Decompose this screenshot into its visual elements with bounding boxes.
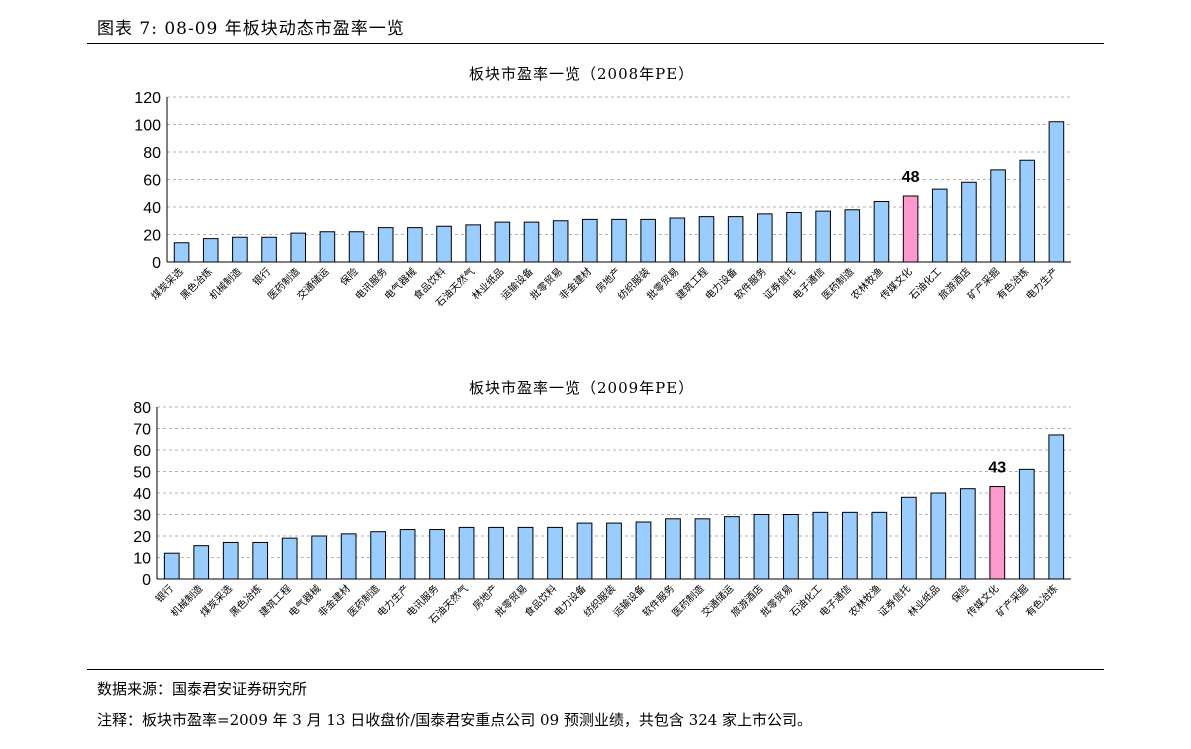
bar bbox=[311, 535, 328, 580]
chart-2-title: 板块市盈率一览（2009年PE） bbox=[469, 379, 695, 397]
x-tick-label: 银行 bbox=[153, 582, 176, 605]
bar bbox=[931, 188, 948, 263]
x-tick-label: 林业纸品 bbox=[905, 582, 942, 619]
bar bbox=[842, 511, 858, 580]
bar bbox=[173, 242, 190, 263]
y-tick-label: 60 bbox=[143, 173, 161, 190]
bar bbox=[1019, 159, 1036, 263]
bar bbox=[900, 496, 917, 580]
y-tick-label: 40 bbox=[143, 200, 161, 217]
bar-highlight bbox=[902, 195, 919, 263]
bar bbox=[494, 221, 511, 263]
y-tick-label: 100 bbox=[134, 118, 161, 135]
bar bbox=[635, 521, 652, 580]
bar bbox=[458, 526, 475, 580]
y-tick-label: 40 bbox=[133, 486, 151, 503]
bar bbox=[517, 526, 534, 580]
bar bbox=[871, 511, 888, 580]
top-rule bbox=[87, 43, 1104, 44]
y-tick-label: 0 bbox=[142, 572, 151, 589]
y-tick-label: 20 bbox=[143, 228, 161, 245]
bar bbox=[783, 514, 799, 580]
bar bbox=[724, 516, 740, 580]
y-tick-label: 10 bbox=[133, 551, 151, 568]
bottom-rule bbox=[87, 669, 1104, 670]
bar bbox=[1048, 121, 1065, 263]
bar bbox=[348, 231, 365, 263]
bar-highlight bbox=[989, 486, 1006, 580]
y-tick-label: 0 bbox=[152, 255, 161, 272]
y-tick-label: 20 bbox=[133, 529, 151, 546]
bar bbox=[252, 541, 269, 580]
bar bbox=[377, 227, 394, 263]
y-tick-label: 80 bbox=[143, 145, 161, 162]
y-tick-label: 60 bbox=[133, 443, 151, 460]
bar bbox=[232, 236, 248, 263]
bar bbox=[606, 522, 622, 580]
bar bbox=[261, 236, 277, 263]
bar bbox=[465, 224, 481, 263]
y-tick-label: 80 bbox=[133, 400, 151, 417]
y-tick-label: 50 bbox=[133, 465, 151, 482]
bar bbox=[727, 216, 744, 263]
bar bbox=[873, 201, 890, 263]
bar bbox=[930, 492, 947, 580]
y-tick-label: 120 bbox=[134, 90, 161, 107]
bar bbox=[281, 537, 298, 580]
bar bbox=[222, 541, 239, 580]
bar bbox=[488, 526, 504, 580]
bar bbox=[698, 216, 715, 263]
bar bbox=[786, 212, 802, 263]
source-text: 数据来源：国泰君安证券研究所 bbox=[97, 680, 308, 698]
bar bbox=[202, 238, 219, 263]
bar bbox=[961, 181, 977, 263]
bar bbox=[163, 552, 180, 580]
bar bbox=[523, 221, 540, 263]
bar bbox=[319, 231, 336, 263]
bar bbox=[844, 209, 861, 263]
x-tick-label: 保险 bbox=[949, 582, 972, 605]
bar bbox=[436, 225, 452, 263]
bar bbox=[340, 533, 357, 580]
bar bbox=[370, 531, 386, 580]
chart-1-title: 板块市盈率一览（2008年PE） bbox=[469, 65, 695, 83]
x-tick-label: 房地产 bbox=[470, 582, 500, 612]
bar bbox=[611, 218, 627, 263]
bar bbox=[399, 529, 416, 580]
bar bbox=[552, 220, 569, 263]
bar bbox=[407, 227, 423, 263]
bar bbox=[193, 545, 210, 580]
data-label: 48 bbox=[902, 169, 920, 186]
bar bbox=[1018, 468, 1035, 580]
bar bbox=[753, 514, 770, 580]
bar bbox=[665, 518, 681, 580]
bar bbox=[694, 518, 711, 580]
bar bbox=[640, 218, 656, 263]
bar bbox=[812, 511, 829, 580]
figure-title: 图表 7: 08-09 年板块动态市盈率一览 bbox=[97, 19, 405, 39]
bar bbox=[582, 218, 598, 263]
bar bbox=[576, 522, 593, 580]
bar bbox=[290, 232, 307, 263]
y-tick-label: 30 bbox=[133, 508, 151, 525]
bar bbox=[815, 210, 831, 263]
x-tick-label: 有色冶炼 bbox=[1023, 582, 1060, 619]
bar bbox=[547, 526, 563, 580]
note-text: 注释：板块市盈率=2009 年 3 月 13 日收盘价/国泰君安重点公司 09 … bbox=[97, 711, 813, 729]
bar bbox=[990, 169, 1006, 263]
y-tick-label: 70 bbox=[133, 422, 151, 439]
bar bbox=[757, 213, 773, 263]
bar bbox=[669, 217, 686, 263]
bar bbox=[429, 529, 445, 580]
bar bbox=[1048, 434, 1065, 580]
data-label: 43 bbox=[988, 460, 1006, 477]
bar bbox=[959, 488, 976, 580]
